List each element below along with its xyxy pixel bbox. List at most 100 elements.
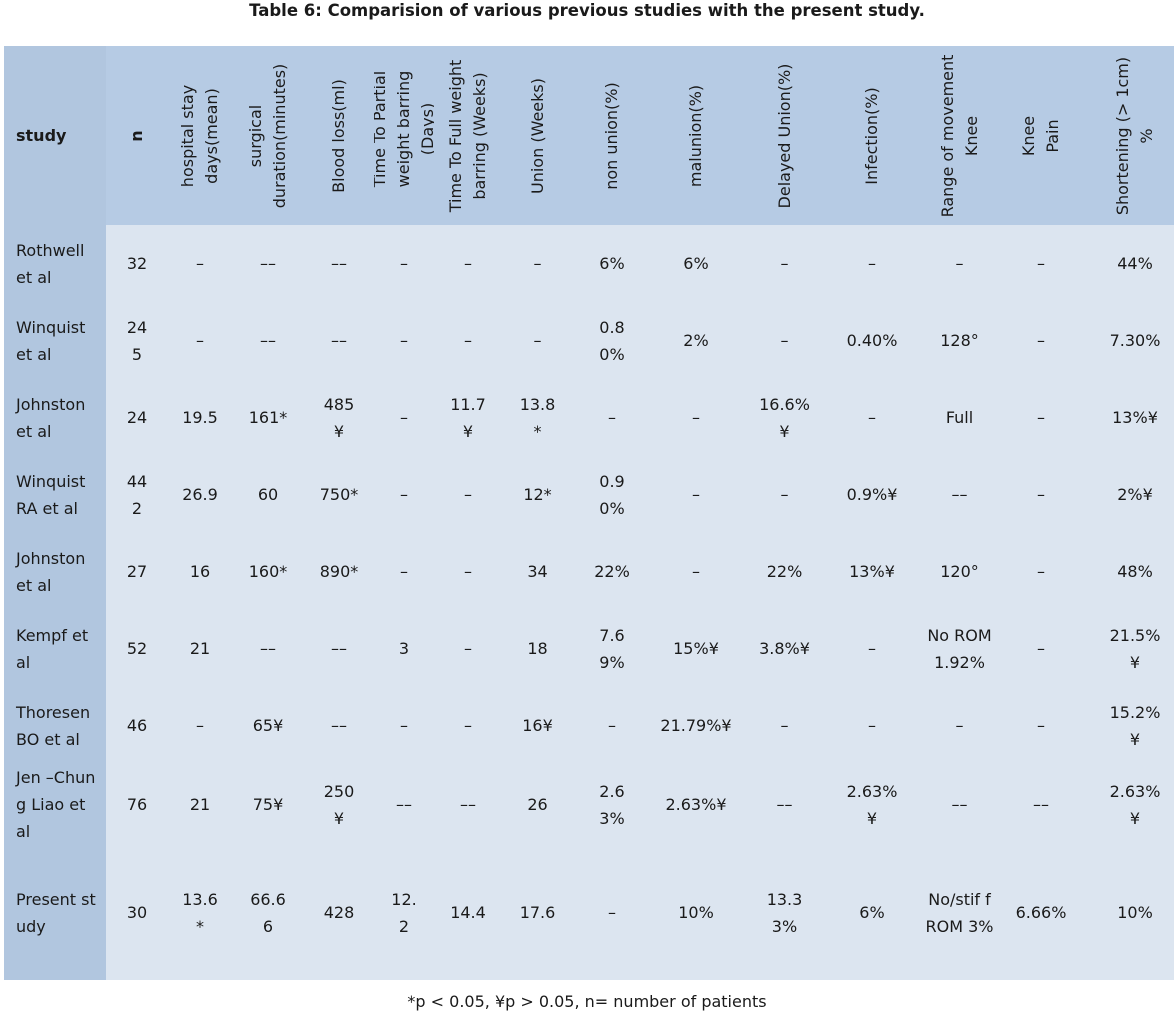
cell-text: – xyxy=(780,716,789,735)
cell-text: –– xyxy=(396,795,412,814)
cell-union: – xyxy=(502,302,573,379)
cell-hospital-stay: 26.9 xyxy=(168,456,232,533)
cell-malunion: 10% xyxy=(651,845,741,980)
cell-text: 60 xyxy=(257,485,279,504)
cell-n: 30 xyxy=(106,845,168,980)
cell-text: 7.30% xyxy=(1109,331,1161,350)
cell-text: –– xyxy=(331,716,347,735)
table-row: Winquist RA et al 442 26.9 60 750* – –12* 0.90%… xyxy=(4,456,1174,533)
cell-text: – xyxy=(196,716,204,735)
cell-union: – xyxy=(502,225,573,302)
cell-infection: – xyxy=(828,225,916,302)
cell-text: 44% xyxy=(1117,254,1153,273)
cell-delayed-union: 22% xyxy=(741,533,828,610)
cell-rom-knee: Full xyxy=(916,379,1003,456)
header-delayed-union: Delayed Union(%) xyxy=(741,46,828,225)
cell-text: 16 xyxy=(189,562,211,581)
cell-text: – xyxy=(196,254,204,273)
cell-study: Thoresen BO et al xyxy=(4,687,106,764)
cell-malunion: – xyxy=(651,379,741,456)
cell-text: – xyxy=(692,485,700,504)
cell-text: 485¥ xyxy=(323,394,355,441)
cell-knee-pain: – xyxy=(1003,225,1079,302)
cell-knee-pain: – xyxy=(1003,302,1079,379)
cell-blood-loss: 485¥ xyxy=(304,379,374,456)
header-study: study xyxy=(4,46,106,225)
cell-text: 34 xyxy=(527,562,548,581)
cell-study: Johnston et al xyxy=(4,379,106,456)
cell-text: Johnston et al xyxy=(16,394,86,441)
table-row: Johnston et al 27 16 160* 890* – – 34 22% – 22% 13%… xyxy=(4,533,1174,610)
cell-text: – xyxy=(1037,639,1045,658)
cell-text: 27 xyxy=(126,562,148,581)
cell-non-union: 2.63% xyxy=(573,764,651,845)
cell-surgical-duration: –– xyxy=(232,302,304,379)
cell-hospital-stay: – xyxy=(168,225,232,302)
cell-non-union: 0.80% xyxy=(573,302,651,379)
cell-hospital-stay: – xyxy=(168,687,232,764)
cell-study: Kempf et al xyxy=(4,610,106,687)
cell-text: –– xyxy=(260,331,276,350)
cell-text: – xyxy=(868,254,876,273)
cell-full-weight: 14.4 xyxy=(434,845,502,980)
cell-knee-pain: – xyxy=(1003,379,1079,456)
cell-text: 3.8%¥ xyxy=(759,639,810,658)
cell-text: – xyxy=(1037,331,1045,350)
cell-text: 48% xyxy=(1117,562,1153,581)
cell-text: No ROM 1.92% xyxy=(927,625,992,672)
cell-text: – xyxy=(692,408,700,427)
cell-text: Rothwell et al xyxy=(16,240,85,287)
cell-delayed-union: 16.6%¥ xyxy=(741,379,828,456)
cell-text: 6% xyxy=(683,254,709,273)
cell-knee-pain: – xyxy=(1003,533,1079,610)
cell-text: – xyxy=(464,562,472,581)
cell-text: – xyxy=(533,254,542,273)
cell-union: 26 xyxy=(502,764,573,845)
cell-surgical-duration: 160* xyxy=(232,533,304,610)
cell-study: Johnston et al xyxy=(4,533,106,610)
cell-text: – xyxy=(1037,716,1045,735)
table-row: Thoresen BO et al 46–65¥ –– – –16¥ –21.79%¥ – –… xyxy=(4,687,1174,764)
cell-text: –– xyxy=(1033,795,1049,814)
header-union: Union (Weeks) xyxy=(502,46,573,225)
cell-non-union: – xyxy=(573,845,651,980)
comparison-table: study n hospital stay days(mean) surgica… xyxy=(4,46,1174,980)
cell-rom-knee: 128° xyxy=(916,302,1003,379)
table-body: Rothwell et al 32– –– –– – – –6% 6% – – – –44% Winqu… xyxy=(4,225,1174,980)
cell-text: – xyxy=(1037,254,1045,273)
cell-infection: 0.40% xyxy=(828,302,916,379)
cell-full-weight: –– xyxy=(434,764,502,845)
cell-text: 46 xyxy=(126,716,148,735)
cell-text: 2.63%¥ xyxy=(665,795,727,814)
table-footnote: *p < 0.05, ¥p > 0.05, n= number of patie… xyxy=(407,992,767,1011)
cell-text: 13%¥ xyxy=(1112,408,1158,427)
cell-partial-weight: – xyxy=(374,533,434,610)
cell-text: 75¥ xyxy=(252,795,284,814)
cell-text: – xyxy=(1037,408,1045,427)
cell-surgical-duration: –– xyxy=(232,610,304,687)
cell-text: – xyxy=(196,331,204,350)
cell-partial-weight: – xyxy=(374,225,434,302)
cell-full-weight: 11.7¥ xyxy=(434,379,502,456)
cell-delayed-union: – xyxy=(741,302,828,379)
cell-text: 2.63%¥ xyxy=(846,781,898,828)
cell-text: 14.4 xyxy=(450,903,486,922)
cell-text: 17.6 xyxy=(519,903,556,922)
table-row: Present study 30 13.6* 66.66 428 12.2 14.4 17.6… xyxy=(4,845,1174,980)
cell-text: – xyxy=(868,639,876,658)
cell-shortening: 48% xyxy=(1079,533,1174,610)
cell-n: 245 xyxy=(106,302,168,379)
cell-union: 16¥ xyxy=(502,687,573,764)
cell-rom-knee: – xyxy=(916,687,1003,764)
cell-rom-knee: – xyxy=(916,225,1003,302)
cell-shortening: 44% xyxy=(1079,225,1174,302)
cell-knee-pain: – xyxy=(1003,687,1079,764)
cell-text: 13.33% xyxy=(766,889,803,936)
cell-text: – xyxy=(464,639,472,658)
cell-text: 22% xyxy=(594,562,630,581)
cell-text: 7.69% xyxy=(599,625,625,672)
header-shortening: Shortening (> 1cm) % xyxy=(1079,46,1174,225)
cell-hospital-stay: 19.5 xyxy=(168,379,232,456)
cell-study: Rothwell et al xyxy=(4,225,106,302)
cell-text: – xyxy=(464,254,472,273)
